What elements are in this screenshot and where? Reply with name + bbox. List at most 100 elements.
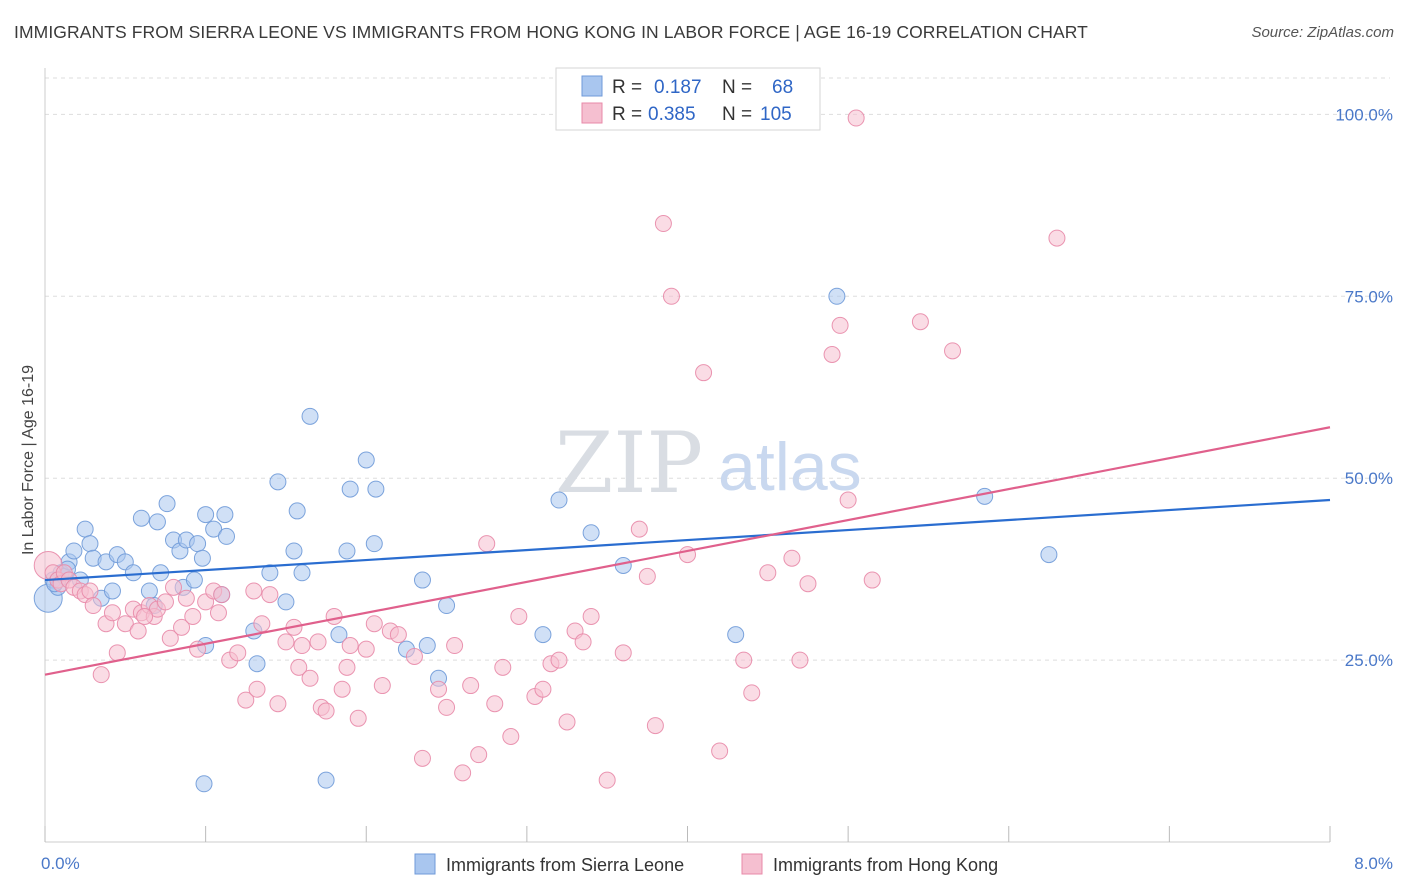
point-hong-kong-22: [156, 593, 174, 611]
point-sierra-leone-20: [148, 513, 166, 531]
point-hong-kong-24: [165, 578, 182, 596]
point-sierra-leone-47: [330, 626, 348, 644]
point-sierra-leone-38: [248, 655, 266, 673]
point-sierra-leone-59: [550, 491, 568, 509]
correlation-legend: R = 0.187 N = 68 R = 0.385 N = 105: [555, 67, 821, 131]
point-hong-kong-51: [338, 658, 356, 676]
point-hong-kong-38: [253, 615, 271, 633]
point-hong-kong-14: [108, 644, 126, 662]
point-hong-kong-79: [582, 607, 600, 625]
point-sierra-leone-39: [261, 564, 279, 582]
point-hong-kong-95: [799, 575, 817, 593]
point-hong-kong-100: [863, 571, 881, 589]
point-hong-kong-36: [245, 582, 263, 600]
point-sierra-leone-54: [413, 571, 431, 589]
point-hong-kong-45: [301, 669, 319, 687]
point-sierra-leone-44: [293, 564, 311, 582]
point-sierra-leone-50: [357, 451, 375, 469]
point-hong-kong-97: [823, 345, 841, 363]
point-hong-kong-43: [290, 658, 308, 676]
point-hong-kong-27: [184, 607, 202, 625]
point-hong-kong-55: [365, 615, 383, 633]
point-hong-kong-82: [630, 520, 648, 538]
point-sierra-leone-18: [140, 582, 158, 600]
point-sierra-leone-22: [158, 495, 176, 513]
point-sierra-leone-30: [197, 506, 215, 524]
legend-r-value-1: 0.187: [654, 77, 702, 98]
point-sierra-leone-8: [76, 520, 94, 538]
point-hong-kong-9: [81, 582, 99, 600]
point-hong-kong-31: [209, 604, 227, 622]
point-sierra-leone-29: [193, 549, 211, 567]
point-hong-kong-40: [269, 695, 287, 713]
point-sierra-leone-13: [103, 582, 121, 600]
tick-labels: 25.0% 50.0% 75.0% 100.0% 0.0% 8.0%: [41, 105, 1393, 873]
point-sierra-leone-57: [438, 597, 456, 615]
point-sierra-leone-60: [582, 524, 600, 542]
legend-r-label-2: R =: [612, 104, 642, 125]
point-hong-kong-78: [574, 633, 592, 651]
point-hong-kong-23: [161, 629, 179, 647]
axes: [44, 68, 1331, 843]
data-points: [33, 109, 1066, 793]
point-sierra-leone-16: [124, 564, 142, 582]
y-tick-label-25: 25.0%: [1345, 651, 1393, 670]
point-hong-kong-87: [695, 364, 713, 382]
y-axis-label: In Labor Force | Age 16-19: [20, 365, 37, 555]
point-hong-kong-39: [261, 586, 279, 604]
point-hong-kong-37: [248, 680, 266, 698]
point-hong-kong-56: [373, 677, 391, 695]
point-hong-kong-98: [839, 491, 857, 509]
legend-n-label-2: N =: [722, 104, 752, 125]
point-hong-kong-63: [446, 637, 464, 655]
point-hong-kong-90: [735, 651, 753, 669]
point-sierra-leone-55: [418, 637, 436, 655]
point-hong-kong-49: [325, 607, 343, 625]
point-sierra-leone-36: [195, 775, 213, 793]
point-hong-kong-69: [494, 658, 512, 676]
point-hong-kong-91: [743, 684, 761, 702]
point-hong-kong-44: [293, 637, 311, 655]
point-sierra-leone-42: [285, 542, 303, 560]
point-hong-kong-73: [534, 680, 552, 698]
point-hong-kong-61: [430, 680, 448, 698]
point-hong-kong-60: [413, 749, 431, 767]
point-hong-kong-35: [237, 691, 255, 709]
point-hong-kong-32: [213, 586, 231, 604]
point-hong-kong-81: [614, 644, 632, 662]
point-hong-kong-94: [791, 651, 809, 669]
point-sierra-leone-48: [338, 542, 356, 560]
chart-source: Source: ZipAtlas.com: [1251, 24, 1394, 41]
y-tick-label-50: 50.0%: [1345, 469, 1393, 488]
point-hong-kong-17: [129, 622, 147, 640]
legend-r-label-1: R =: [612, 77, 642, 98]
point-hong-kong-25: [173, 618, 191, 636]
point-sierra-leone-52: [367, 480, 385, 498]
point-sierra-leone-43: [288, 502, 306, 520]
point-sierra-leone-46: [317, 771, 335, 789]
point-sierra-leone-17: [132, 509, 150, 527]
point-hong-kong-93: [783, 549, 801, 567]
point-sierra-leone-27: [185, 571, 203, 589]
point-hong-kong-80: [598, 771, 616, 789]
point-sierra-leone-62: [727, 626, 745, 644]
point-hong-kong-54: [357, 640, 375, 658]
trend-line-sierra-leone: [44, 498, 1331, 582]
point-hong-kong-15: [116, 615, 134, 633]
point-sierra-leone-40: [269, 473, 287, 491]
point-sierra-leone-51: [365, 535, 383, 553]
point-sierra-leone-65: [1040, 546, 1058, 564]
point-sierra-leone-64: [976, 487, 994, 505]
grid-lines: [45, 77, 1390, 661]
legend-r-value-2: 0.385: [648, 104, 696, 125]
point-hong-kong-59: [405, 647, 423, 665]
bottom-legend-swatch-sierra-leone: [414, 853, 436, 875]
y-tick-label-75: 75.0%: [1345, 287, 1393, 306]
point-hong-kong-46: [309, 633, 327, 651]
point-hong-kong-10: [84, 597, 102, 615]
point-hong-kong-76: [558, 713, 576, 731]
point-hong-kong-41: [277, 633, 295, 651]
chart-title: IMMIGRANTS FROM SIERRA LEONE VS IMMIGRAN…: [14, 22, 1088, 42]
x-tick-label-max: 8.0%: [1354, 854, 1393, 873]
trend-line-hong-kong: [44, 426, 1331, 676]
